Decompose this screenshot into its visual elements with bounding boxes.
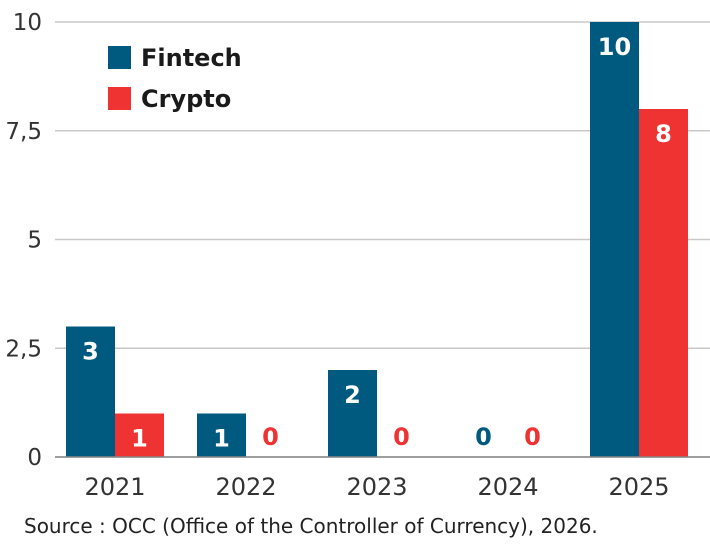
y-axis-tick-labels: 0 2,5 5 7,5 10 [5,10,42,471]
data-label-fintech-2024: 0 [475,423,492,451]
legend-swatch-crypto [108,87,131,110]
bar-fintech-2023 [328,370,377,457]
data-label-fintech-2025: 10 [598,33,631,61]
y-tick-label: 0 [27,445,42,471]
bar-crypto-2025 [639,109,688,457]
bar-fintech-2025 [590,22,639,457]
bar-crypto-2021 [115,413,164,457]
data-label-crypto-2021: 1 [131,425,148,453]
x-tick-label: 2025 [608,473,669,501]
bar-fintech-2021 [66,326,115,457]
legend-label-fintech: Fintech [141,44,242,72]
data-label-crypto-2025: 8 [655,120,672,148]
legend: Fintech Crypto [108,44,242,113]
legend-label-crypto: Crypto [141,85,231,113]
data-label-crypto-2022: 0 [262,423,279,451]
x-tick-label: 2024 [477,473,538,501]
bars [66,22,688,457]
y-tick-label: 7,5 [5,119,42,145]
x-tick-label: 2022 [215,473,276,501]
data-label-fintech-2023: 2 [344,381,361,409]
x-axis: 2021 2022 2023 2024 2025 [55,456,710,501]
x-tick-label: 2021 [84,473,145,501]
y-tick-label: 2,5 [5,336,42,362]
y-tick-label: 5 [27,228,42,254]
data-label-fintech-2021: 3 [82,338,99,366]
data-label-crypto-2023: 0 [393,423,410,451]
x-tick-label: 2023 [346,473,407,501]
source-note: Source : OCC (Office of the Controller o… [24,514,598,538]
legend-swatch-fintech [108,46,131,69]
bar-fintech-2022 [197,413,246,457]
data-label-crypto-2024: 0 [524,423,541,451]
data-label-fintech-2022: 1 [213,425,230,453]
y-tick-label: 10 [13,10,42,36]
